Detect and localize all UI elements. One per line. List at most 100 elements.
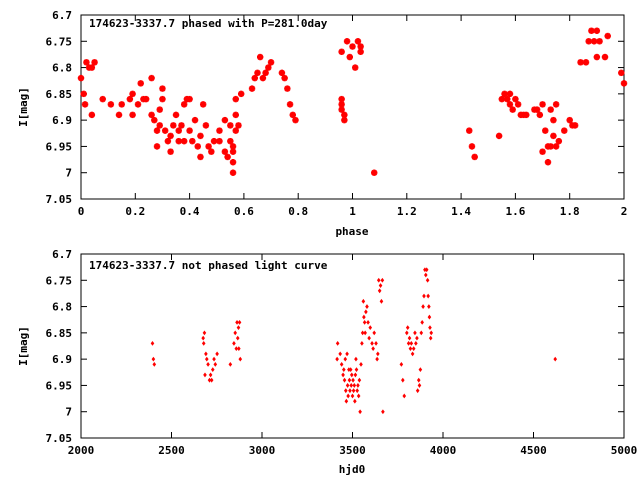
data-point [402, 393, 407, 399]
data-point [265, 64, 272, 71]
data-point [251, 74, 258, 82]
data-point [201, 335, 205, 341]
data-point [197, 132, 204, 140]
data-point [498, 95, 506, 103]
y-tick-label: 6.85 [46, 327, 73, 340]
data-point [353, 398, 357, 404]
x-tick-label: 1.2 [397, 205, 417, 218]
data-point [422, 293, 426, 299]
data-point [376, 277, 381, 283]
data-point [208, 148, 215, 155]
phased-chart-title: 174623-3337.7 phased with P=281.0day [89, 17, 328, 30]
data-point [349, 43, 356, 50]
data-point [364, 309, 368, 315]
x-tick-label: 1.4 [451, 205, 471, 218]
data-point [238, 356, 243, 362]
unphased-plot-frame [80, 253, 625, 439]
data-point [235, 319, 239, 325]
data-point [411, 346, 416, 352]
data-point [237, 90, 245, 98]
unphased-axis-ticks: 2000 2500 3000 3500 4000 4500 5000 6.7 6.75 6.8 6.… [46, 248, 638, 457]
data-point [588, 27, 595, 34]
data-point [552, 143, 560, 150]
data-point [354, 367, 359, 373]
data-point [428, 325, 432, 330]
x-tick-label: 2000 [68, 444, 95, 457]
x-tick-label: 4000 [430, 444, 457, 457]
data-point [426, 293, 430, 299]
data-point [210, 137, 218, 145]
data-point [229, 159, 237, 166]
phased-light-curve-panel: 174623-3337.7 phased with P=281.0day pha… [17, 9, 627, 238]
data-point [401, 377, 405, 383]
data-point [137, 80, 144, 87]
data-point [362, 319, 367, 325]
data-point [405, 330, 409, 336]
data-point [512, 95, 519, 103]
data-point [232, 95, 239, 103]
phased-x-axis-label: phase [335, 225, 368, 238]
data-point [585, 38, 592, 45]
data-point [213, 362, 218, 367]
data-point [405, 325, 410, 330]
data-point [232, 111, 239, 119]
data-point [341, 111, 348, 119]
data-point [346, 393, 350, 399]
data-point [236, 325, 241, 330]
data-point [208, 372, 213, 378]
data-point [506, 101, 514, 108]
y-tick-label: 6.95 [46, 140, 73, 153]
y-tick-label: 7.05 [46, 432, 73, 445]
data-point [582, 59, 590, 66]
data-point [229, 169, 237, 176]
data-point [590, 38, 598, 45]
data-point [281, 74, 288, 82]
data-point [180, 137, 188, 145]
data-point [88, 111, 96, 119]
data-point [205, 143, 212, 150]
x-tick-label: 3000 [249, 444, 276, 457]
data-point [156, 106, 163, 113]
data-point [419, 330, 424, 336]
data-point [424, 267, 429, 273]
data-point [115, 111, 123, 119]
data-point [204, 351, 208, 357]
data-point [523, 111, 530, 119]
data-point [539, 148, 546, 155]
unphased-data-points [150, 267, 558, 415]
data-point [495, 132, 503, 140]
data-point [362, 314, 366, 320]
data-point [216, 127, 223, 134]
data-point [256, 53, 264, 61]
data-point [233, 330, 238, 336]
data-point [129, 90, 136, 98]
data-point [202, 122, 210, 129]
data-point [413, 330, 417, 336]
data-point [550, 116, 557, 124]
data-point [338, 48, 345, 55]
data-point [88, 64, 96, 71]
x-tick-label: 0.8 [288, 205, 308, 218]
data-point [365, 304, 369, 309]
data-point [254, 69, 261, 77]
data-point [341, 116, 348, 124]
data-point [504, 95, 511, 103]
data-point [506, 90, 514, 98]
data-point [175, 127, 182, 134]
data-point [286, 101, 294, 108]
data-point [355, 388, 360, 394]
data-point [151, 356, 156, 362]
data-point [278, 69, 286, 77]
data-point [227, 122, 234, 129]
data-point [371, 346, 375, 352]
data-point [618, 69, 625, 77]
data-point [209, 377, 214, 383]
data-point [235, 122, 242, 129]
data-point [356, 393, 361, 399]
data-point [248, 85, 256, 92]
data-point [134, 101, 142, 108]
data-point [91, 59, 98, 66]
y-tick-label: 7.05 [46, 193, 73, 206]
data-point [358, 409, 362, 415]
